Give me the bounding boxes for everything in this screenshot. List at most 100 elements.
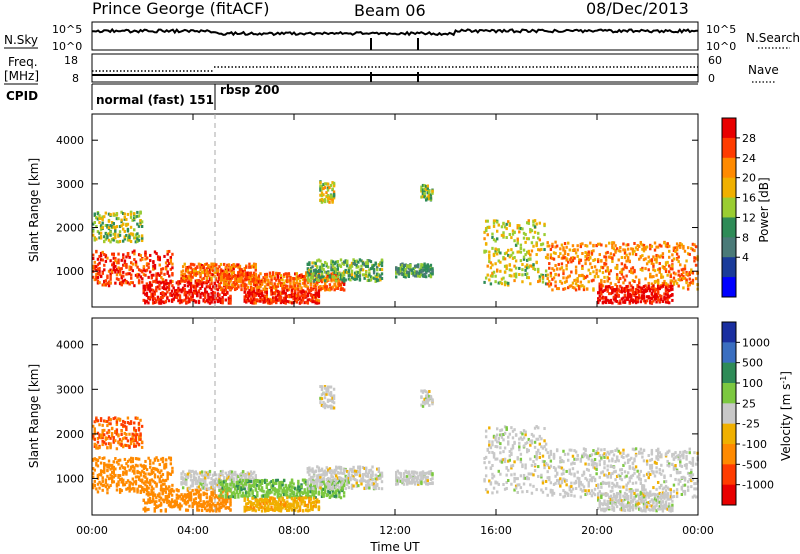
- power-echo-cell: [243, 295, 246, 299]
- power-echo-cell: [284, 279, 287, 283]
- power-echo-cell: [193, 289, 196, 293]
- vel-echo-cell: [120, 439, 123, 443]
- vel-echo-cell: [243, 487, 246, 491]
- power-echo-cell: [650, 258, 654, 262]
- vel-echo-cell: [118, 466, 122, 470]
- vel-echo-cell: [210, 476, 213, 480]
- power-echo-cell: [626, 295, 630, 299]
- power-echo-cell: [570, 284, 573, 288]
- power-echo-cell: [537, 270, 540, 274]
- power-echo-cell: [234, 273, 237, 277]
- power-echo-cell: [156, 255, 160, 259]
- vel-echo-cell: [205, 504, 209, 508]
- vel-echo-cell: [208, 486, 212, 490]
- power-echo-cell: [421, 195, 425, 199]
- power-echo-cell: [380, 264, 384, 268]
- power-echo-cell: [623, 300, 627, 304]
- power-echo-cell: [104, 223, 108, 227]
- power-echo-cell: [230, 264, 234, 268]
- vel-echo-cell: [123, 436, 126, 440]
- power-echo-cell: [423, 273, 426, 277]
- power-echo-cell: [215, 284, 218, 288]
- vel-echo-cell: [149, 465, 152, 469]
- power-echo-cell: [300, 286, 303, 290]
- power-echo-cell: [252, 263, 256, 267]
- power-echo-cell: [317, 289, 321, 293]
- power-echo-cell: [92, 253, 95, 257]
- power-echo-cell: [194, 269, 197, 273]
- power-echo-cell: [325, 270, 328, 274]
- vel-echo-cell: [240, 478, 243, 482]
- vel-echo-cell: [167, 503, 171, 507]
- vel-echo-cell: [161, 487, 164, 491]
- power-echo-cell: [290, 288, 294, 292]
- power-echo-cell: [525, 258, 529, 262]
- power-echo-cell: [145, 256, 149, 260]
- vel-echo-cell: [193, 477, 196, 481]
- vel-echo-cell: [99, 469, 103, 473]
- power-echo-cell: [638, 285, 641, 289]
- power-echo-cell: [691, 271, 695, 275]
- vel-echo-cell: [95, 417, 98, 421]
- power-echo-cell: [554, 263, 557, 267]
- power-echo-cell: [234, 276, 237, 280]
- power-echo-cell: [279, 281, 283, 285]
- vel-echo-cell: [142, 471, 146, 475]
- power-echo-cell: [106, 225, 109, 229]
- power-echo-cell: [316, 282, 319, 286]
- power-echo-cell: [129, 240, 133, 244]
- power-echo-cell: [188, 271, 191, 275]
- power-echo-cell: [128, 238, 131, 242]
- power-echo-cell: [497, 223, 500, 227]
- power-echo-cell: [320, 191, 324, 195]
- power-echo-cell: [622, 296, 625, 300]
- power-echo-cell: [342, 260, 346, 264]
- vel-echo-cell: [159, 501, 163, 505]
- cpid-mode-normal: normal (fast) 151: [96, 93, 214, 107]
- power-echo-cell: [205, 276, 209, 280]
- power-echo-cell: [532, 267, 535, 271]
- vel-echo-cell: [278, 480, 281, 484]
- power-echo-cell: [305, 284, 308, 288]
- vel-echo-cell: [210, 508, 213, 512]
- power-echo-cell: [516, 241, 519, 245]
- power-echo-cell: [652, 284, 655, 288]
- power-echo-cell: [644, 257, 647, 261]
- power-echo-cell: [339, 275, 343, 279]
- power-echo-cell: [180, 288, 183, 292]
- power-echo-cell: [287, 279, 291, 283]
- power-echo-cell: [104, 283, 108, 287]
- power-echo-cell: [243, 298, 246, 302]
- vel-echo-cell: [136, 469, 139, 473]
- power-cbar-swatch-4: [722, 197, 736, 218]
- vel-echo-cell: [145, 489, 149, 493]
- vel-echo-cell: [218, 508, 221, 512]
- power-echo-cell: [333, 275, 336, 279]
- power-echo-cell: [164, 261, 168, 265]
- power-echo-cell: [510, 274, 513, 278]
- power-echo-cell: [652, 264, 655, 268]
- vel-echo-cell: [174, 501, 177, 505]
- power-echo-cell: [205, 262, 209, 266]
- power-echo-cell: [148, 289, 152, 293]
- power-echo-cell: [153, 300, 156, 304]
- power-echo-cell: [312, 279, 316, 283]
- power-echo-cell: [537, 231, 540, 235]
- power-echo-cell: [161, 294, 164, 298]
- vel-echo-cell: [137, 475, 141, 479]
- power-echo-cell: [294, 282, 297, 286]
- vel-echo-cell: [205, 471, 209, 475]
- power-echo-cell: [332, 194, 336, 198]
- power-echo-cell: [115, 277, 119, 281]
- vel-echo-cell: [284, 492, 287, 496]
- power-echo-cell: [114, 226, 117, 230]
- vel-echo-cell: [131, 432, 134, 436]
- power-echo-cell: [230, 286, 234, 290]
- power-echo-cell: [571, 259, 575, 263]
- power-echo-cell: [623, 287, 627, 291]
- power-echo-cell: [297, 288, 300, 292]
- vel-echo-cell: [289, 483, 292, 487]
- vel-echo-cell: [144, 480, 147, 484]
- vel-echo-cell: [149, 479, 152, 483]
- freq-unit-label: [MHz]: [4, 69, 39, 83]
